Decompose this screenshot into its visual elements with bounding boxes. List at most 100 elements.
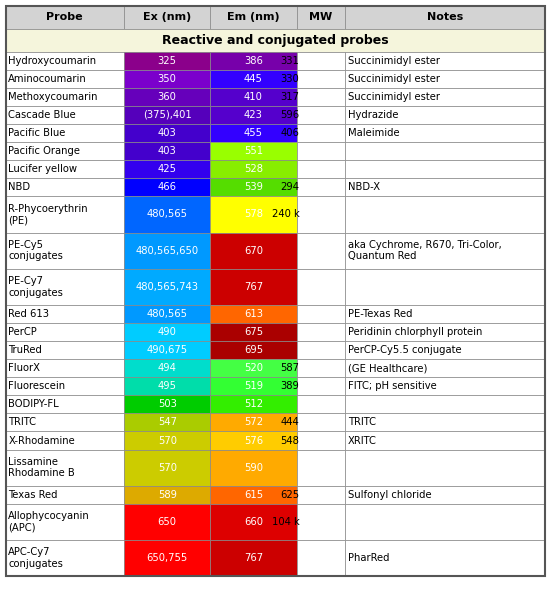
Text: 570: 570: [158, 463, 177, 473]
Text: 350: 350: [158, 74, 177, 84]
Bar: [345, 395, 544, 413]
Text: Probe: Probe: [47, 12, 83, 23]
Bar: [345, 52, 544, 69]
Bar: [6, 160, 124, 178]
Bar: [124, 450, 210, 486]
Text: 660: 660: [244, 517, 263, 527]
Text: 625: 625: [280, 490, 299, 500]
Text: Reactive and conjugated probes: Reactive and conjugated probes: [162, 34, 388, 47]
Bar: [345, 106, 544, 124]
Bar: [296, 6, 345, 29]
Bar: [210, 323, 296, 341]
Bar: [6, 504, 124, 540]
Bar: [345, 413, 544, 431]
Text: 406: 406: [280, 128, 299, 138]
Text: 551: 551: [244, 146, 263, 156]
Bar: [345, 359, 544, 377]
Bar: [6, 450, 124, 486]
Text: Texas Red: Texas Red: [8, 490, 58, 500]
Text: 480,565: 480,565: [147, 309, 188, 319]
Text: 596: 596: [280, 110, 299, 120]
Text: 330: 330: [280, 74, 299, 84]
Bar: [210, 106, 296, 124]
Text: MW: MW: [309, 12, 332, 23]
Bar: [124, 341, 210, 359]
Text: TruRed: TruRed: [8, 345, 42, 355]
Text: 519: 519: [244, 381, 263, 391]
Text: PerCP-Cy5.5 conjugate: PerCP-Cy5.5 conjugate: [348, 345, 461, 355]
Bar: [6, 359, 124, 377]
Bar: [345, 160, 544, 178]
Bar: [6, 197, 124, 232]
Text: 695: 695: [244, 345, 263, 355]
Text: 480,565: 480,565: [147, 210, 188, 219]
Bar: [6, 69, 124, 88]
Bar: [124, 486, 210, 504]
Text: 572: 572: [244, 418, 263, 428]
Text: PharRed: PharRed: [348, 553, 389, 563]
Bar: [6, 106, 124, 124]
Text: 578: 578: [244, 210, 263, 219]
Text: Pacific Blue: Pacific Blue: [8, 128, 65, 138]
Bar: [210, 305, 296, 323]
Bar: [210, 359, 296, 377]
Text: TRITC: TRITC: [348, 418, 376, 428]
Bar: [296, 178, 345, 197]
Text: Methoxycoumarin: Methoxycoumarin: [8, 92, 98, 102]
Bar: [124, 6, 210, 29]
Text: 423: 423: [244, 110, 263, 120]
Text: 539: 539: [244, 182, 263, 192]
Text: PerCP: PerCP: [8, 327, 37, 337]
Bar: [296, 450, 345, 486]
Bar: [6, 305, 124, 323]
Bar: [296, 431, 345, 450]
Text: XRITC: XRITC: [348, 435, 377, 446]
Text: 386: 386: [244, 56, 263, 66]
Text: 547: 547: [158, 418, 177, 428]
Bar: [296, 69, 345, 88]
Text: TRITC: TRITC: [8, 418, 36, 428]
Text: BODIPY-FL: BODIPY-FL: [8, 399, 59, 409]
Bar: [345, 142, 544, 160]
Bar: [345, 268, 544, 305]
Bar: [124, 178, 210, 197]
Text: 503: 503: [158, 399, 177, 409]
Text: 650: 650: [158, 517, 177, 527]
Text: 480,565,650: 480,565,650: [136, 245, 199, 255]
Text: Fluorescein: Fluorescein: [8, 381, 65, 391]
Bar: [6, 142, 124, 160]
Text: FITC; pH sensitive: FITC; pH sensitive: [348, 381, 437, 391]
Bar: [345, 305, 544, 323]
Bar: [345, 88, 544, 106]
Bar: [345, 540, 544, 576]
Bar: [124, 359, 210, 377]
Bar: [6, 540, 124, 576]
Text: 587: 587: [280, 363, 299, 373]
Text: Cascade Blue: Cascade Blue: [8, 110, 76, 120]
Bar: [6, 377, 124, 395]
Bar: [210, 69, 296, 88]
Text: 403: 403: [158, 128, 177, 138]
Bar: [124, 431, 210, 450]
Text: 240 k: 240 k: [272, 210, 299, 219]
Bar: [210, 124, 296, 142]
Bar: [296, 52, 345, 69]
Bar: [124, 124, 210, 142]
Text: 403: 403: [158, 146, 177, 156]
Bar: [124, 395, 210, 413]
Bar: [6, 88, 124, 106]
Text: 494: 494: [158, 363, 177, 373]
Text: Maleimide: Maleimide: [348, 128, 399, 138]
Text: 389: 389: [280, 381, 299, 391]
Text: 425: 425: [158, 164, 177, 174]
Bar: [210, 52, 296, 69]
Text: Lissamine
Rhodamine B: Lissamine Rhodamine B: [8, 457, 75, 478]
Bar: [296, 504, 345, 540]
Bar: [296, 341, 345, 359]
Text: 767: 767: [244, 282, 263, 292]
Bar: [210, 395, 296, 413]
Text: 445: 445: [244, 74, 263, 84]
Bar: [296, 395, 345, 413]
Text: R-Phycoerythrin
(PE): R-Phycoerythrin (PE): [8, 204, 88, 225]
Bar: [345, 197, 544, 232]
